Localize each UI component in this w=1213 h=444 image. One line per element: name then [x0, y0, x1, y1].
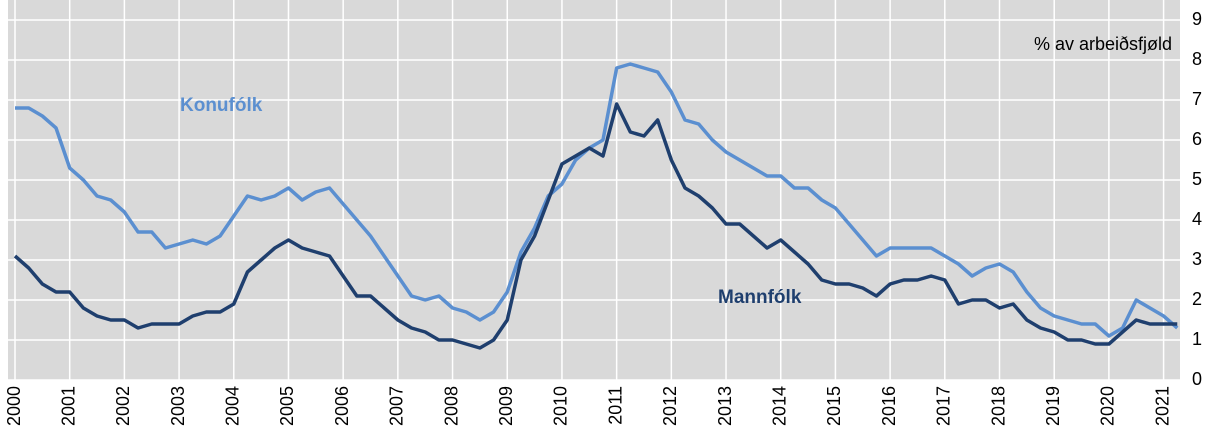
- x-tick-label: 2005: [277, 386, 297, 426]
- y-tick-label: 6: [1192, 129, 1202, 149]
- x-tick-label: 2012: [660, 386, 680, 426]
- x-tick-label: 2019: [1043, 386, 1063, 426]
- y-tick-label: 0: [1192, 369, 1202, 389]
- y-tick-label: 2: [1192, 289, 1202, 309]
- x-tick-label: 2003: [168, 386, 188, 426]
- y-tick-label: 9: [1192, 9, 1202, 29]
- x-tick-label: 2008: [441, 386, 461, 426]
- x-tick-label: 2009: [496, 386, 516, 426]
- x-tick-label: 2013: [715, 386, 735, 426]
- x-tick-label: 2002: [113, 386, 133, 426]
- y-tick-label: 5: [1192, 169, 1202, 189]
- x-tick-label: 2014: [769, 386, 789, 426]
- series-label: Konufólk: [180, 95, 263, 116]
- x-tick-label: 2000: [4, 386, 24, 426]
- series-label: Mannfólk: [718, 287, 802, 308]
- x-tick-label: 2001: [58, 386, 78, 426]
- x-tick-label: 2021: [1152, 386, 1172, 426]
- x-tick-label: 2016: [879, 386, 899, 426]
- series-line: [13, 102, 1178, 350]
- unit-label: % av arbeiðsfjøld: [1034, 34, 1172, 54]
- x-tick-label: 2011: [605, 386, 625, 425]
- x-tick-label: 2015: [824, 386, 844, 426]
- y-tick-label: 3: [1192, 249, 1202, 269]
- y-tick-label: 7: [1192, 89, 1202, 109]
- x-tick-label: 2006: [332, 386, 352, 426]
- y-tick-label: 4: [1192, 209, 1202, 229]
- x-tick-label: 2004: [223, 386, 243, 426]
- y-tick-label: 8: [1192, 49, 1202, 69]
- x-tick-label: 2018: [988, 386, 1008, 426]
- plot-background: [8, 0, 1180, 380]
- y-tick-label: 1: [1192, 329, 1202, 349]
- x-tick-label: 2007: [387, 386, 407, 426]
- x-tick-label: 2020: [1098, 386, 1118, 426]
- x-tick-label: 2010: [551, 386, 571, 426]
- plot-area: [8, 0, 1180, 381]
- x-tick-label: 2017: [934, 386, 954, 426]
- series-line: [15, 62, 1179, 338]
